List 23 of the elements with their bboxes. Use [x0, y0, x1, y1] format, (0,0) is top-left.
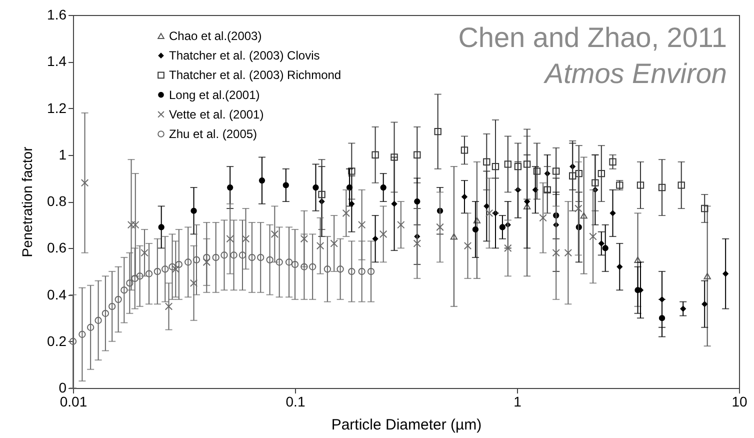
y-tick-label: 1.4 [47, 53, 67, 70]
x-tick-label: 1 [514, 394, 522, 410]
legend-label: Thatcher et al. (2003) Richmond [169, 68, 342, 82]
y-tick-label: 0.6 [47, 240, 67, 256]
y-tick-label: 0.4 [47, 286, 67, 302]
legend-label: Vette et al. (2001) [169, 107, 264, 122]
legend-label: Thatcher et al. (2003) Clovis [169, 48, 320, 63]
y-tick-label: 1.6 [47, 6, 67, 22]
x-tick-label: 10 [732, 394, 748, 410]
y-tick-label: 1 [58, 146, 67, 162]
x-tick-label: 0.01 [60, 394, 88, 410]
x-axis-title: Particle Diameter (µm) [331, 416, 482, 434]
y-tick-label: 1.2 [47, 100, 67, 116]
legend-label: Zhu et al. (2005) [169, 127, 258, 141]
y-tick-label: 0 [58, 380, 67, 396]
legend-label: Long et al.(2001) [169, 88, 260, 102]
legend-label: Chao et al.(2003) [169, 29, 262, 43]
y-tick-label: 0.2 [47, 332, 67, 349]
annotation: Chen and Zhao, 2011 [458, 22, 727, 53]
x-tick-label: 0.1 [286, 394, 306, 410]
annotation: Atmos Environ [542, 58, 727, 89]
y-axis-title: Penetration factor [19, 146, 36, 258]
y-tick-label: 0.8 [47, 193, 67, 209]
